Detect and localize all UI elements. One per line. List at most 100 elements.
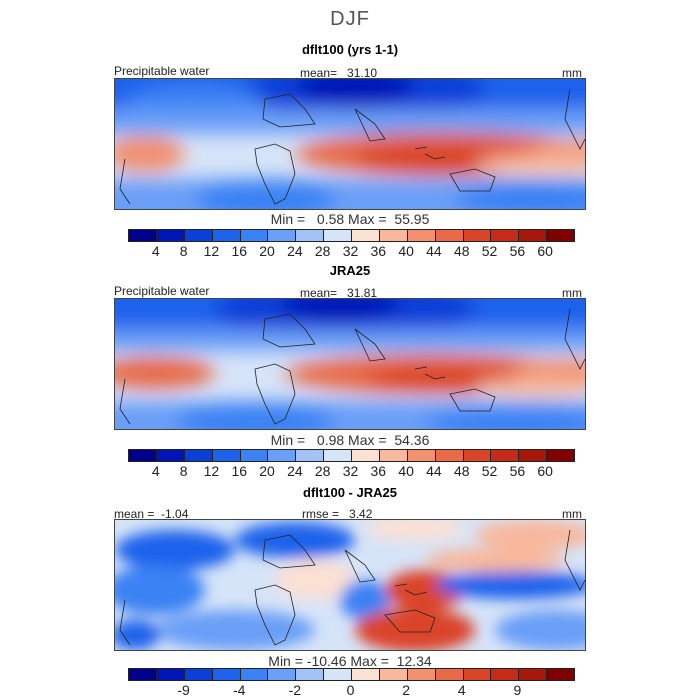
panel2-units: mm (562, 286, 582, 300)
colorbar-tick-label: 16 (231, 463, 248, 479)
colorbar-tick-label: 60 (537, 463, 553, 479)
panel1-mean-value: 31.10 (347, 66, 378, 80)
colorbar-swatch (547, 230, 574, 241)
panel2-mean-label: mean= (300, 286, 338, 300)
colorbar-swatch (212, 450, 241, 461)
panel2-colorbar-ticks: 4 8 12 16 20 24 28 32 36 40 44 48 52 56 60 (128, 463, 573, 479)
colorbar-tick-label: 20 (259, 243, 275, 259)
colorbar-tick-label: 4 (457, 682, 466, 698)
colorbar-swatch (240, 669, 269, 680)
colorbar-swatch (435, 230, 464, 241)
colorbar-swatch (379, 230, 408, 241)
colorbar-tick-label: 28 (314, 243, 331, 259)
panel2-field-label: Precipitable water (114, 284, 210, 298)
colorbar-swatch (296, 230, 325, 241)
colorbar-tick-label: 44 (426, 463, 442, 479)
colorbar-swatch (352, 230, 380, 241)
colorbar-tick-label: 36 (370, 463, 387, 479)
panel1-minmax: Min = 0.58 Max = 55.95 (270, 211, 430, 227)
colorbar-tick-label: 48 (453, 463, 470, 479)
colorbar-swatch (129, 230, 157, 241)
panel3-colorbar-ticks: -9 -4 -2 0 2 4 9 (128, 682, 573, 698)
colorbar-swatch (268, 669, 297, 680)
colorbar-tick-label: 40 (398, 463, 414, 479)
colorbar-swatch (184, 669, 213, 680)
colorbar-tick-label: 4 (151, 463, 160, 479)
colorbar-swatch (240, 230, 269, 241)
panel1-mean: mean= 31.10 (300, 66, 377, 80)
panel2-colorbar (128, 449, 575, 462)
colorbar-tick-label: 48 (453, 243, 470, 259)
panel3-colorbar (128, 668, 575, 681)
colorbar-swatch (129, 669, 157, 680)
colorbar-tick-label: -4 (233, 682, 246, 698)
colorbar-swatch (129, 450, 157, 461)
colorbar-swatch (324, 450, 352, 461)
panel3-map (114, 519, 586, 651)
panel1-units: mm (562, 66, 582, 80)
colorbar-swatch (240, 450, 269, 461)
colorbar-tick-label: 56 (509, 243, 526, 259)
panel2-map (114, 298, 586, 430)
panel1-colorbar-ticks: 4 8 12 16 20 24 28 32 36 40 44 48 52 56 60 (128, 243, 573, 259)
panel3-rmse: rmse = 3.42 (302, 507, 372, 521)
colorbar-tick-label: 12 (203, 463, 220, 479)
panel2-title: JRA25 (329, 263, 371, 278)
colorbar-swatch (519, 669, 548, 680)
colorbar-swatch (212, 669, 241, 680)
colorbar-swatch (435, 450, 464, 461)
colorbar-swatch (156, 230, 185, 241)
colorbar-swatch (463, 669, 492, 680)
colorbar-swatch (156, 450, 185, 461)
colorbar-swatch (324, 230, 352, 241)
colorbar-tick-label: 2 (402, 682, 411, 698)
colorbar-swatch (407, 230, 436, 241)
colorbar-tick-label: 0 (346, 682, 355, 698)
colorbar-swatch (519, 450, 548, 461)
panel3-title: dflt100 - JRA25 (303, 485, 397, 500)
colorbar-tick-label: 32 (342, 243, 359, 259)
colorbar-swatch (352, 669, 380, 680)
colorbar-swatch (184, 450, 213, 461)
colorbar-tick-label: 9 (513, 682, 522, 698)
panel3-rmse-value: 3.42 (349, 507, 373, 521)
colorbar-swatch (407, 450, 436, 461)
colorbar-swatch (379, 669, 408, 680)
colorbar-swatch (379, 450, 408, 461)
colorbar-tick-label: 52 (481, 243, 498, 259)
colorbar-tick-label: 40 (398, 243, 414, 259)
panel1-mean-label: mean= (300, 66, 338, 80)
panel1-field-label: Precipitable water (114, 64, 210, 78)
colorbar-swatch (407, 669, 436, 680)
colorbar-swatch (156, 669, 185, 680)
panel1-colorbar (128, 229, 575, 242)
colorbar-tick-label: 8 (179, 243, 188, 259)
colorbar-swatch (491, 669, 520, 680)
colorbar-swatch (212, 230, 241, 241)
colorbar-tick-label: 32 (342, 463, 359, 479)
colorbar-swatch (547, 669, 574, 680)
colorbar-tick-label: 52 (481, 463, 498, 479)
colorbar-tick-label: 8 (179, 463, 188, 479)
colorbar-swatch (296, 450, 325, 461)
panel3-rmse-label: rmse = (302, 507, 340, 521)
colorbar-tick-label: 56 (509, 463, 526, 479)
panel1-map (114, 78, 586, 210)
panel3-mean-label: mean = (114, 507, 155, 521)
panel3-units: mm (562, 507, 582, 521)
colorbar-tick-label: 24 (287, 463, 303, 479)
colorbar-tick-label: 60 (537, 243, 553, 259)
panel2-mean-value: 31.81 (347, 286, 378, 300)
panel1-title: dflt100 (yrs 1-1) (301, 42, 399, 57)
colorbar-tick-label: 24 (287, 243, 303, 259)
colorbar-tick-label: -2 (288, 682, 302, 698)
season-title: DJF (330, 8, 370, 30)
colorbar-swatch (463, 450, 492, 461)
colorbar-swatch (491, 230, 520, 241)
colorbar-swatch (324, 669, 352, 680)
colorbar-tick-label: -9 (177, 682, 190, 698)
colorbar-swatch (352, 450, 380, 461)
colorbar-tick-label: 12 (203, 243, 220, 259)
colorbar-swatch (296, 669, 325, 680)
colorbar-tick-label: 44 (426, 243, 442, 259)
